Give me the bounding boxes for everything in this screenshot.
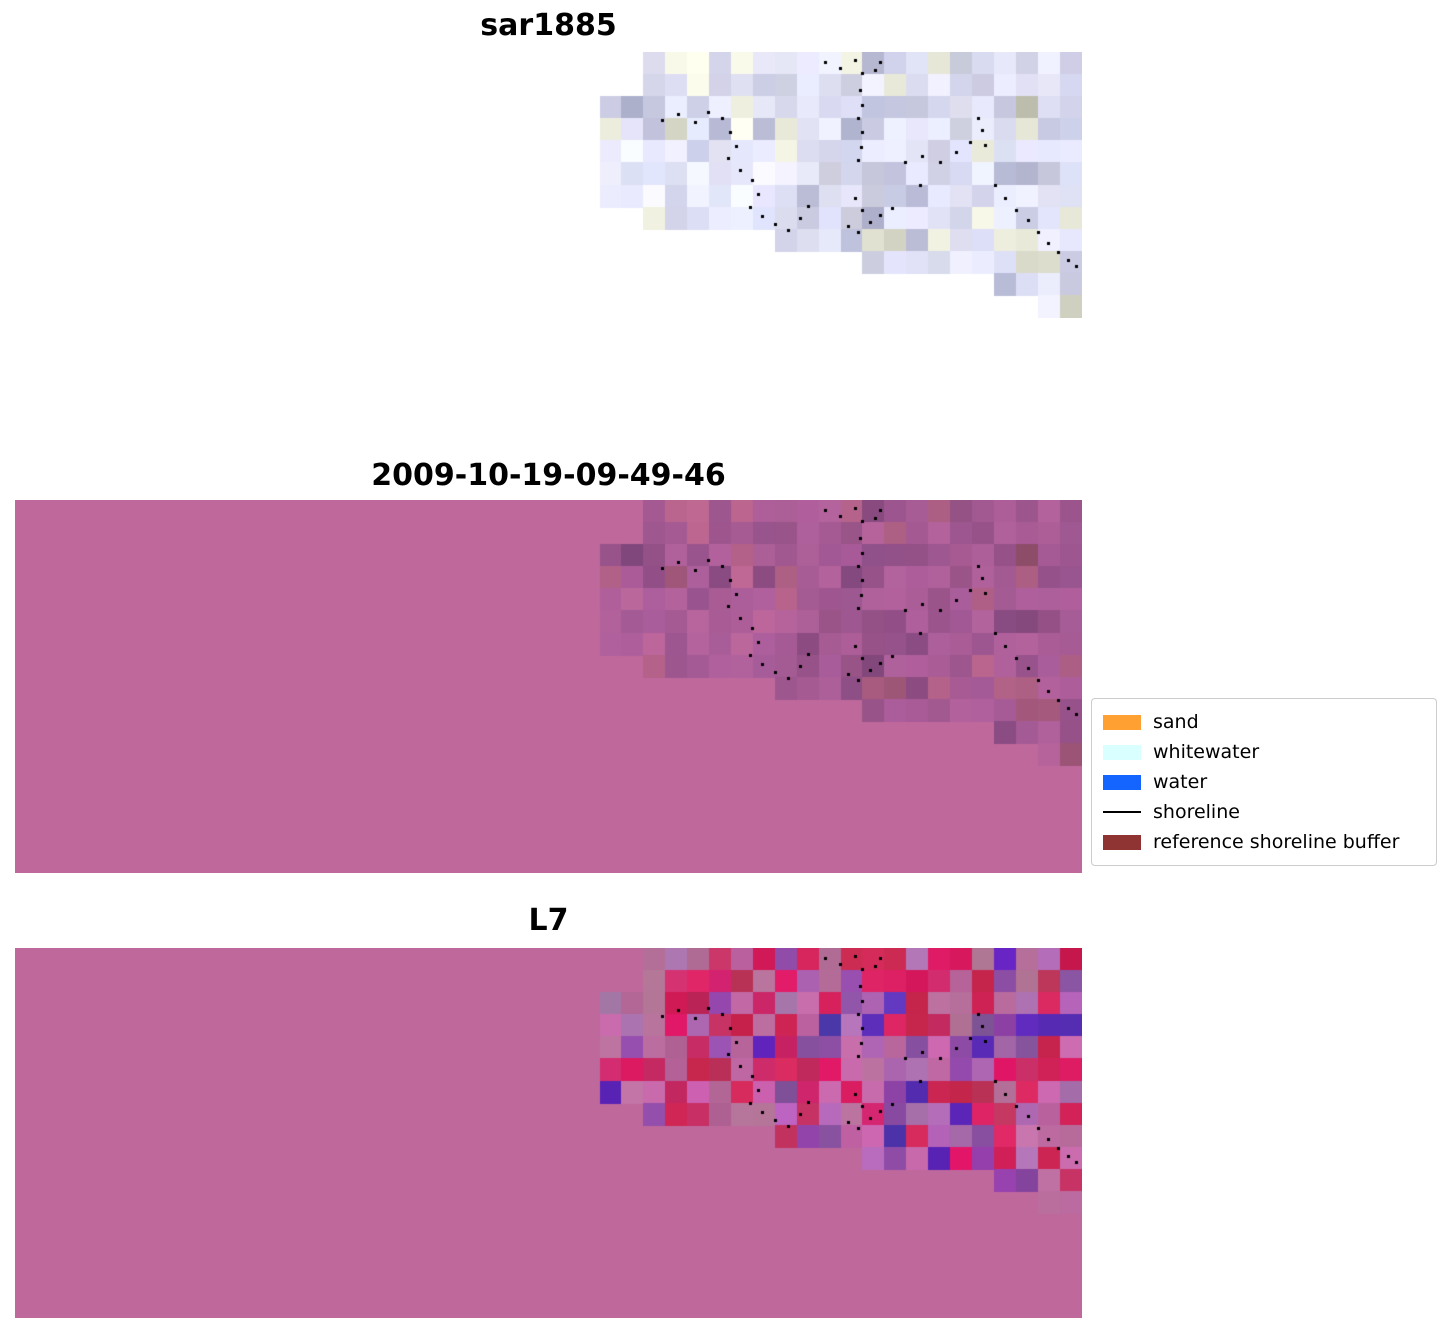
panel-title-date: 2009-10-19-09-49-46 <box>371 458 726 493</box>
sand-swatch <box>1103 714 1141 730</box>
water-swatch <box>1103 774 1141 790</box>
legend-item-whitewater: whitewater <box>1103 738 1425 766</box>
legend-item-sand: sand <box>1103 708 1425 736</box>
legend-label-water: water <box>1153 771 1208 793</box>
legend-item-water: water <box>1103 768 1425 796</box>
l7-overlay-panel <box>15 948 1082 1318</box>
legend-item-shoreline: shoreline <box>1103 798 1425 826</box>
whitewater-swatch <box>1103 744 1141 760</box>
legend-label-reference-buffer: reference shoreline buffer <box>1153 831 1400 853</box>
legend-item-reference-buffer: reference shoreline buffer <box>1103 828 1425 856</box>
shoreline-line-swatch <box>1103 811 1141 813</box>
panel-title-sar: sar1885 <box>480 8 617 43</box>
classified-overlay-panel <box>15 500 1082 873</box>
panel-title-l7: L7 <box>528 903 569 938</box>
legend: sand whitewater water shoreline referenc… <box>1091 698 1437 866</box>
legend-label-shoreline: shoreline <box>1153 801 1240 823</box>
legend-label-sand: sand <box>1153 711 1199 733</box>
legend-label-whitewater: whitewater <box>1153 741 1260 763</box>
sar-image-panel <box>15 52 1082 318</box>
reference-buffer-swatch <box>1103 834 1141 850</box>
